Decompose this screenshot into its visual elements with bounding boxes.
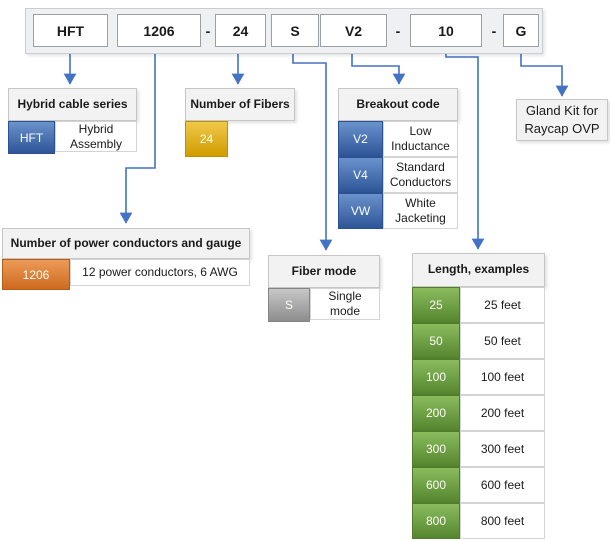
- breakout-desc-v2: Low Inductance: [383, 121, 458, 157]
- arrow-fiber-mode: [292, 48, 333, 251]
- fiber-mode-description: Single mode: [310, 288, 380, 320]
- fibers-code: 24: [185, 121, 228, 157]
- breakout-header: Breakout code: [338, 88, 458, 121]
- length-code-50: 50: [412, 323, 460, 359]
- fiber-mode-header: Fiber mode: [268, 255, 380, 288]
- hybrid-series-header: Hybrid cable series: [8, 88, 137, 121]
- segment-mode: S: [271, 14, 319, 47]
- breakout-desc-vw: White Jacketing: [383, 193, 458, 229]
- length-desc-200: 200 feet: [460, 395, 545, 431]
- gland-kit-note: Gland Kit for Raycap OVP: [516, 99, 608, 141]
- breakout-code-v2: V2: [338, 121, 383, 157]
- length-code-200: 200: [412, 395, 460, 431]
- segment-length: 10: [410, 14, 482, 47]
- length-desc-50: 50 feet: [460, 323, 545, 359]
- breakout-code-v4: V4: [338, 157, 383, 193]
- breakout-desc-v4: Standard Conductors: [383, 157, 458, 193]
- fibers-header: Number of Fibers: [185, 88, 295, 121]
- length-desc-100: 100 feet: [460, 359, 545, 395]
- breakout-code-vw: VW: [338, 193, 383, 229]
- segment-power-code: 1206: [117, 14, 201, 47]
- segment-fibers: 24: [215, 14, 266, 47]
- length-header: Length, examples: [412, 253, 545, 287]
- length-code-25: 25: [412, 287, 460, 323]
- length-code-600: 600: [412, 467, 460, 503]
- hybrid-series-code: HFT: [8, 121, 55, 154]
- segment-gland: G: [503, 14, 539, 47]
- power-header: Number of power conductors and gauge: [2, 228, 250, 259]
- segment-dash-3: -: [491, 22, 497, 39]
- segment-dash-1: -: [205, 22, 211, 39]
- length-code-300: 300: [412, 431, 460, 467]
- segment-series: HFT: [33, 14, 108, 47]
- length-desc-600: 600 feet: [460, 467, 545, 503]
- power-code: 1206: [2, 259, 70, 290]
- arrow-gland: [520, 48, 569, 97]
- length-code-800: 800: [412, 503, 460, 539]
- segment-breakout: V2: [320, 14, 387, 47]
- fiber-mode-code: S: [268, 288, 310, 322]
- hybrid-series-description: Hybrid Assembly: [55, 121, 137, 152]
- length-desc-25: 25 feet: [460, 287, 545, 323]
- length-code-100: 100: [412, 359, 460, 395]
- power-description: 12 power conductors, 6 AWG: [70, 259, 250, 286]
- segment-dash-2: -: [395, 22, 401, 39]
- length-desc-800: 800 feet: [460, 503, 545, 539]
- length-desc-300: 300 feet: [460, 431, 545, 467]
